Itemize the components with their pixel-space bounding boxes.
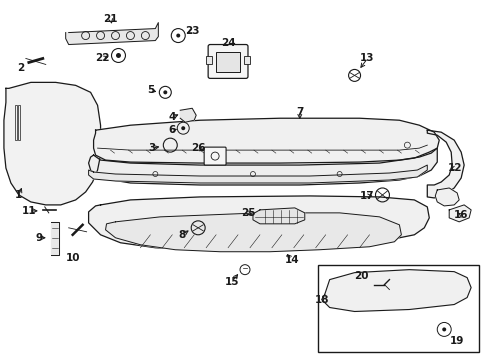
Bar: [206, 57, 212, 64]
Polygon shape: [4, 82, 101, 205]
Text: 4: 4: [168, 112, 176, 122]
Text: 14: 14: [284, 255, 299, 265]
Text: 3: 3: [148, 143, 156, 153]
Circle shape: [181, 126, 185, 130]
Polygon shape: [427, 130, 463, 198]
Text: 19: 19: [449, 336, 464, 346]
Polygon shape: [434, 188, 458, 206]
Bar: [216, 53, 240, 72]
Polygon shape: [93, 118, 438, 163]
FancyBboxPatch shape: [203, 147, 225, 165]
Polygon shape: [448, 205, 470, 222]
Text: 11: 11: [21, 206, 36, 216]
Text: 23: 23: [184, 26, 199, 36]
Circle shape: [441, 328, 446, 332]
Bar: [317, 265, 478, 352]
Text: 10: 10: [65, 253, 80, 263]
Text: 9: 9: [35, 233, 42, 243]
Text: 17: 17: [360, 191, 374, 201]
Text: 12: 12: [447, 163, 462, 173]
Circle shape: [176, 33, 180, 37]
Text: 15: 15: [224, 276, 239, 287]
Circle shape: [116, 53, 121, 58]
Polygon shape: [321, 270, 470, 311]
Polygon shape: [65, 23, 158, 45]
Text: 16: 16: [453, 210, 468, 220]
Text: 2: 2: [17, 63, 24, 73]
Text: 20: 20: [354, 271, 368, 281]
Polygon shape: [51, 222, 59, 255]
Polygon shape: [105, 213, 401, 252]
Polygon shape: [252, 208, 304, 224]
Text: 5: 5: [146, 85, 154, 95]
Bar: [18, 105, 20, 140]
Bar: [15, 105, 17, 140]
Text: 26: 26: [190, 143, 205, 153]
Circle shape: [163, 90, 167, 94]
Text: 18: 18: [314, 294, 328, 305]
Text: 25: 25: [240, 208, 255, 218]
Text: 24: 24: [220, 37, 235, 48]
Polygon shape: [88, 196, 428, 250]
Text: 8: 8: [178, 230, 185, 240]
Text: 6: 6: [168, 125, 176, 135]
Polygon shape: [88, 148, 436, 185]
Polygon shape: [88, 165, 427, 183]
Text: 22: 22: [95, 54, 110, 63]
Text: 1: 1: [15, 190, 22, 200]
Text: 7: 7: [296, 107, 303, 117]
FancyBboxPatch shape: [208, 45, 247, 78]
Bar: [244, 57, 249, 64]
Text: 21: 21: [103, 14, 118, 24]
Text: 13: 13: [360, 54, 374, 63]
Polygon shape: [180, 108, 196, 122]
